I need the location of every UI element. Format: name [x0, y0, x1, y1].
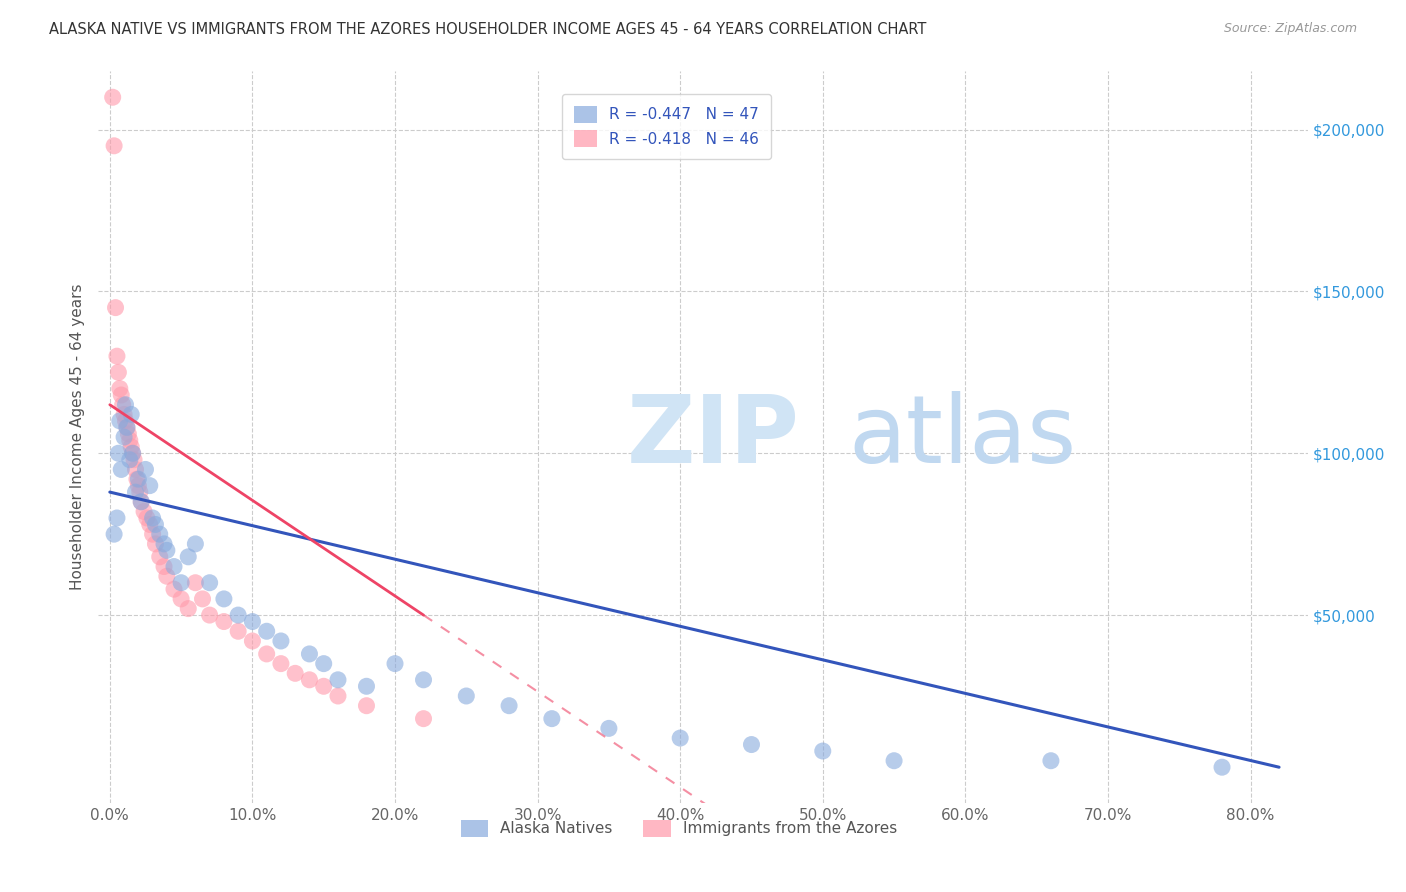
Point	[145, 537, 167, 551]
Point	[198, 608, 221, 623]
Point	[125, 472, 148, 486]
Text: Source: ZipAtlas.com: Source: ZipAtlas.com	[1223, 22, 1357, 36]
Point	[498, 698, 520, 713]
Point	[122, 452, 145, 467]
Point	[114, 398, 136, 412]
Point	[135, 511, 157, 525]
Point	[412, 673, 434, 687]
Point	[120, 440, 142, 454]
Point	[242, 615, 264, 629]
Point	[212, 615, 235, 629]
Point	[163, 582, 186, 597]
Text: atlas: atlas	[848, 391, 1077, 483]
Point	[134, 462, 156, 476]
Point	[541, 712, 564, 726]
Point	[121, 446, 143, 460]
Point	[110, 462, 132, 476]
Point	[139, 478, 162, 492]
Point	[112, 430, 135, 444]
Point	[115, 420, 138, 434]
Point	[124, 462, 146, 476]
Point	[127, 478, 149, 492]
Point	[145, 517, 167, 532]
Point	[156, 543, 179, 558]
Point	[256, 624, 278, 639]
Point	[129, 495, 152, 509]
Point	[312, 657, 335, 671]
Point	[270, 657, 292, 671]
Point	[105, 511, 128, 525]
Point	[120, 408, 142, 422]
Point	[170, 591, 193, 606]
Point	[107, 446, 129, 460]
Y-axis label: Householder Income Ages 45 - 64 years: Householder Income Ages 45 - 64 years	[69, 284, 84, 591]
Point	[177, 601, 200, 615]
Point	[129, 495, 152, 509]
Point	[103, 138, 125, 153]
Point	[104, 301, 127, 315]
Point	[107, 365, 129, 379]
Point	[110, 388, 132, 402]
Point	[184, 537, 207, 551]
Point	[153, 559, 176, 574]
Point	[226, 624, 249, 639]
Point	[128, 485, 150, 500]
Point	[242, 634, 264, 648]
Point	[883, 754, 905, 768]
Point	[156, 569, 179, 583]
Point	[105, 349, 128, 363]
Point	[149, 527, 172, 541]
Point	[177, 549, 200, 564]
Text: ZIP: ZIP	[627, 391, 800, 483]
Point	[456, 689, 478, 703]
Point	[117, 426, 139, 441]
Point	[270, 634, 292, 648]
Point	[184, 575, 207, 590]
Point	[326, 689, 349, 703]
Point	[112, 408, 135, 422]
Point	[256, 647, 278, 661]
Point	[811, 744, 834, 758]
Point	[669, 731, 692, 745]
Point	[198, 575, 221, 590]
Point	[142, 527, 165, 541]
Point	[142, 511, 165, 525]
Point	[103, 527, 125, 541]
Point	[114, 414, 136, 428]
Legend: Alaska Natives, Immigrants from the Azores: Alaska Natives, Immigrants from the Azor…	[454, 814, 903, 843]
Point	[108, 414, 131, 428]
Point	[111, 398, 134, 412]
Point	[149, 549, 172, 564]
Point	[101, 90, 124, 104]
Point	[284, 666, 307, 681]
Point	[226, 608, 249, 623]
Point	[384, 657, 406, 671]
Point	[356, 698, 378, 713]
Point	[212, 591, 235, 606]
Point	[139, 517, 162, 532]
Point	[191, 591, 214, 606]
Point	[1211, 760, 1233, 774]
Point	[312, 679, 335, 693]
Point	[127, 472, 149, 486]
Point	[170, 575, 193, 590]
Text: ALASKA NATIVE VS IMMIGRANTS FROM THE AZORES HOUSEHOLDER INCOME AGES 45 - 64 YEAR: ALASKA NATIVE VS IMMIGRANTS FROM THE AZO…	[49, 22, 927, 37]
Point	[298, 673, 321, 687]
Point	[118, 452, 141, 467]
Point	[121, 446, 143, 460]
Point	[412, 712, 434, 726]
Point	[356, 679, 378, 693]
Point	[118, 434, 141, 448]
Point	[163, 559, 186, 574]
Point	[740, 738, 762, 752]
Point	[598, 722, 620, 736]
Point	[108, 382, 131, 396]
Point	[153, 537, 176, 551]
Point	[115, 420, 138, 434]
Point	[132, 504, 155, 518]
Point	[1039, 754, 1062, 768]
Point	[124, 485, 146, 500]
Point	[298, 647, 321, 661]
Point	[326, 673, 349, 687]
